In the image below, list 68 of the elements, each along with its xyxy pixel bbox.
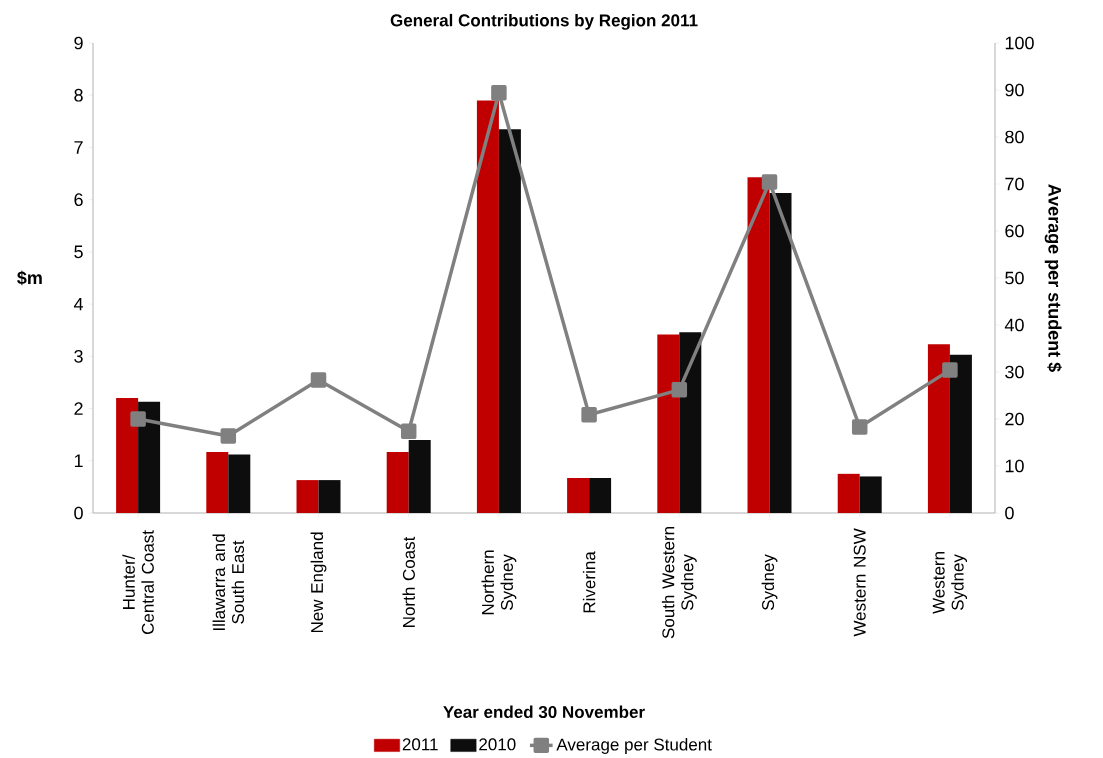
chart-title: General Contributions by Region 2011 [390,13,698,30]
x-tick-label: Northern Sydney [481,550,517,615]
bar [296,480,319,513]
y2-tick-label: 100 [1005,36,1034,50]
y-tick-label: 2 [74,402,83,415]
point [310,372,327,388]
y-tick-label: 5 [74,245,83,259]
point [581,407,597,423]
point [851,419,868,435]
bar [476,100,499,513]
y-axis-title: $m [17,270,42,286]
bar [318,480,341,513]
bar [408,439,431,513]
y-tick-label: 8 [74,88,83,102]
bar [589,478,612,513]
point [491,85,507,101]
x-tick-label: Riverina [582,551,596,613]
legend-label: Average per Student [556,738,712,754]
y-tick-label: 7 [74,141,83,154]
y-tick-label: 6 [74,193,83,207]
bar [679,332,702,513]
bar [116,398,139,513]
y2-tick-label: 10 [1005,459,1024,473]
point [220,428,237,444]
point [400,423,417,439]
bar [927,344,950,513]
point [942,362,958,378]
y2-tick-label: 50 [1005,271,1024,285]
y2-tick-label: 30 [1005,365,1024,379]
y2-tick-label: 40 [1004,318,1024,332]
point [130,411,146,427]
x-tick-label: New England [310,532,327,633]
x-tick-label: Western Sydney [932,552,968,614]
bar [567,478,590,513]
y2-tick-label: 90 [1005,83,1024,97]
bar [837,473,860,513]
legend-label: 2010 [479,738,516,751]
y2-axis-title: Average per student $ [1044,184,1062,372]
point [761,174,778,190]
y-tick-label: 4 [73,297,84,311]
bar [228,454,251,513]
point [671,382,688,398]
y-tick-label: 9 [74,36,83,50]
y2-tick-label: 20 [1005,412,1024,426]
bar [498,129,521,513]
x-tick-label: South Western Sydney [661,527,697,639]
legend-label: 2011 [402,738,438,751]
x-tick-label: North Coast [402,536,415,627]
bar [138,401,161,513]
bar [747,177,770,513]
x-tick-label: Illawarra and South East [212,534,245,631]
x-tick-label: Western NSW [853,528,866,637]
bar [657,334,680,513]
x-axis-title: Year ended 30 November [443,705,645,719]
y-tick-label: 3 [74,349,83,363]
y-tick-label: 1 [74,454,83,467]
y2-tick-label: 0 [1005,506,1014,520]
y2-tick-label: 80 [1005,130,1024,144]
bar [949,354,972,513]
y-tick-label: 0 [74,506,83,520]
x-tick-label: Hunter/ Central Coast [122,530,154,635]
x-tick-label: Sydney [761,554,778,611]
bar [769,192,792,513]
bar [859,476,882,513]
bar [386,451,409,513]
y2-tick-label: 70 [1005,177,1024,191]
y2-tick-label: 60 [1005,224,1024,238]
bar [206,451,229,513]
